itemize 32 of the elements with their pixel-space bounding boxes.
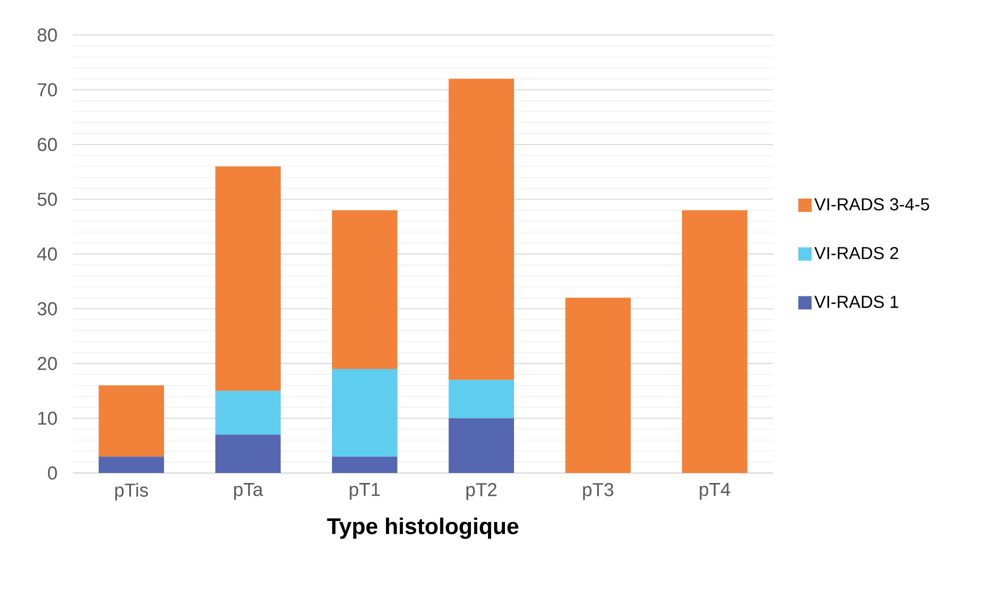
bar	[448, 418, 514, 473]
bar	[682, 210, 748, 473]
x-tick-label: pTis	[115, 483, 148, 500]
bar	[332, 368, 398, 457]
bar	[98, 456, 164, 473]
y-tick-label: 60	[38, 138, 57, 152]
y-tick-label: 30	[38, 302, 57, 316]
bar	[98, 385, 164, 457]
legend-label: VI-RADS 3-4-5	[814, 198, 930, 210]
bar	[448, 380, 514, 418]
bar	[448, 78, 514, 380]
x-tick-label: pT4	[700, 483, 730, 500]
bar	[215, 390, 281, 435]
x-tick-label: pT3	[583, 483, 614, 500]
y-tick-label: 80	[38, 28, 57, 42]
y-tick-label: 10	[38, 412, 57, 425]
x-tick-label: pTa	[234, 483, 264, 500]
x-tick-label: pT1	[350, 483, 380, 500]
legend-label: VI-RADS 1	[814, 296, 898, 308]
bar	[332, 210, 398, 369]
bar	[332, 456, 398, 473]
y-tick-label: 40	[37, 247, 57, 261]
bar	[215, 434, 281, 473]
legend-label: VI-RADS 2	[814, 246, 898, 260]
bar	[565, 298, 631, 473]
bar	[215, 166, 281, 391]
y-tick-label: 50	[38, 192, 57, 206]
x-tick-label: pT2	[466, 483, 496, 500]
y-tick-label: 70	[38, 83, 57, 96]
y-tick-label: 20	[38, 356, 57, 370]
x-axis-title: Type histologique	[327, 518, 518, 539]
y-tick-label: 0	[48, 466, 57, 480]
